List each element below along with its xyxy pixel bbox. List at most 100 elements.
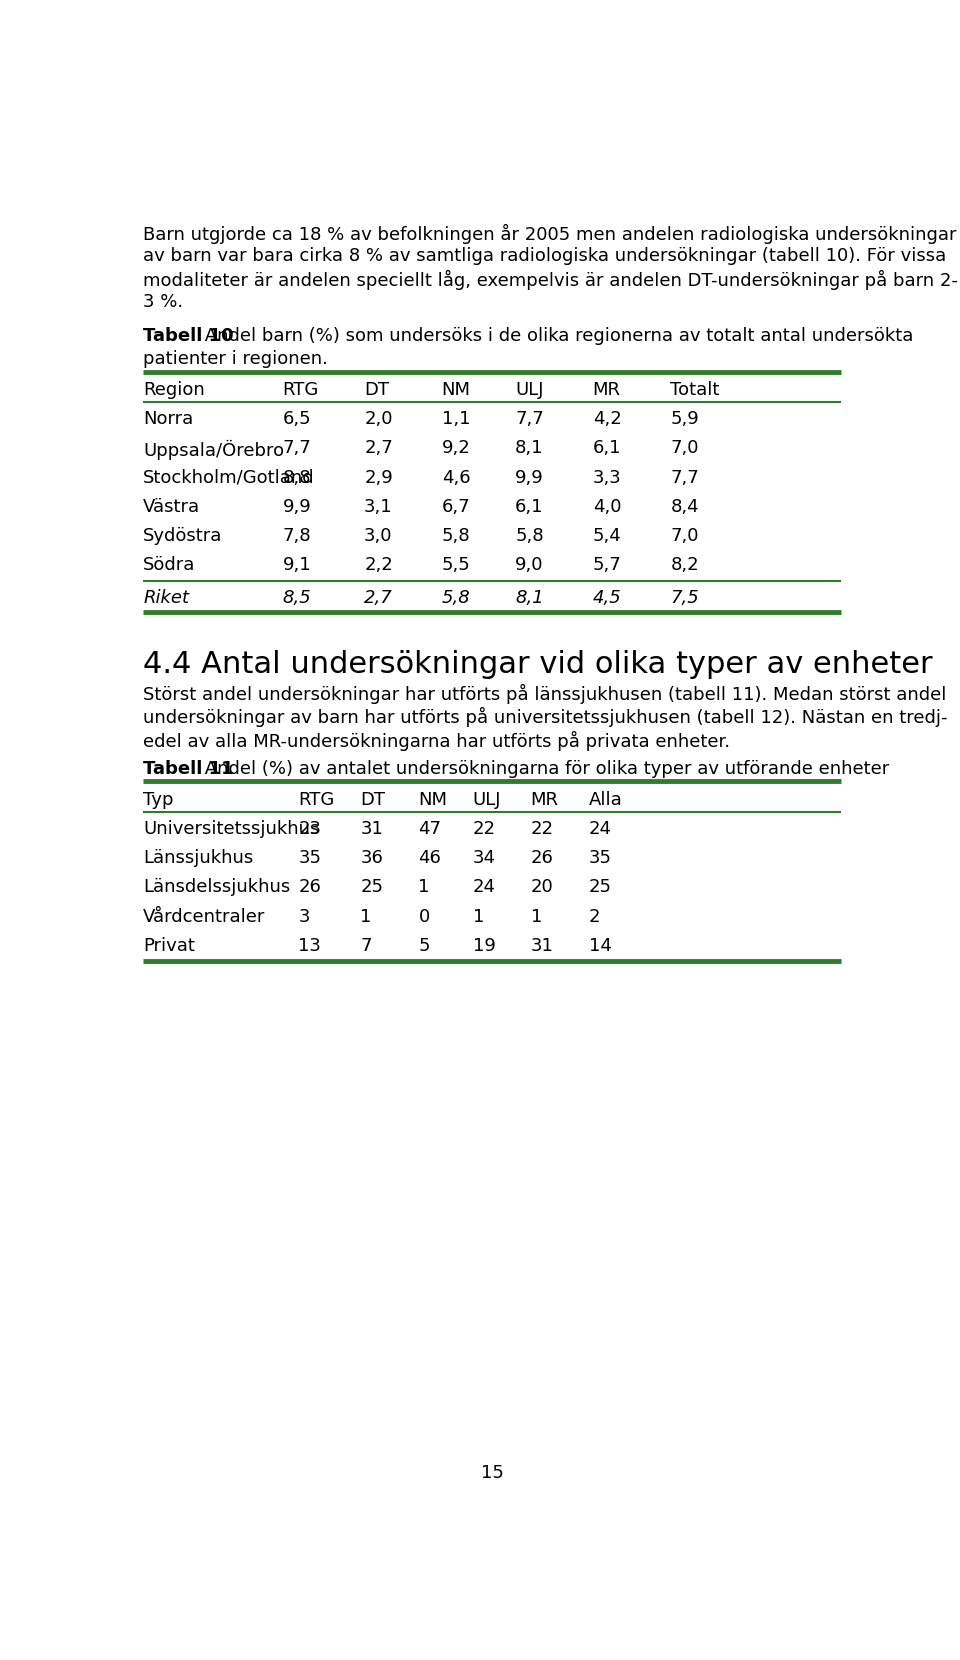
Text: Vårdcentraler: Vårdcentraler — [143, 908, 266, 926]
Text: Länsdelssjukhus: Länsdelssjukhus — [143, 878, 291, 896]
Text: Andel barn (%) som undersöks i de olika regionerna av totalt antal undersökta: Andel barn (%) som undersöks i de olika … — [199, 327, 913, 345]
Text: 5,8: 5,8 — [516, 528, 544, 544]
Text: undersökningar av barn har utförts på universitetssjukhusen (tabell 12). Nästan : undersökningar av barn har utförts på un… — [143, 707, 948, 727]
Text: Västra: Västra — [143, 498, 201, 516]
Text: 5,8: 5,8 — [442, 589, 470, 608]
Text: NM: NM — [442, 380, 470, 398]
Text: patienter i regionen.: patienter i regionen. — [143, 350, 328, 369]
Text: 2: 2 — [588, 908, 600, 926]
Text: Störst andel undersökningar har utförts på länssjukhusen (tabell 11). Medan stör: Störst andel undersökningar har utförts … — [143, 684, 947, 704]
Text: RTG: RTG — [283, 380, 319, 398]
Text: 7,7: 7,7 — [670, 468, 699, 486]
Text: 15: 15 — [481, 1464, 503, 1481]
Text: 8,8: 8,8 — [283, 468, 311, 486]
Text: 34: 34 — [472, 848, 495, 867]
Text: 31: 31 — [531, 936, 554, 954]
Text: av barn var bara cirka 8 % av samtliga radiologiska undersökningar (tabell 10). : av barn var bara cirka 8 % av samtliga r… — [143, 247, 947, 266]
Text: 7,0: 7,0 — [670, 528, 699, 544]
Text: Tabell 10: Tabell 10 — [143, 327, 234, 345]
Text: 5,7: 5,7 — [592, 556, 621, 574]
Text: 25: 25 — [360, 878, 383, 896]
Text: 2,2: 2,2 — [364, 556, 393, 574]
Text: NM: NM — [419, 790, 447, 808]
Text: 9,0: 9,0 — [516, 556, 543, 574]
Text: 4.4 Antal undersökningar vid olika typer av enheter: 4.4 Antal undersökningar vid olika typer… — [143, 651, 933, 679]
Text: 6,1: 6,1 — [516, 498, 543, 516]
Text: 1: 1 — [472, 908, 484, 926]
Text: 1: 1 — [360, 908, 372, 926]
Text: Stockholm/Gotland: Stockholm/Gotland — [143, 468, 315, 486]
Text: edel av alla MR-undersökningarna har utförts på privata enheter.: edel av alla MR-undersökningarna har utf… — [143, 730, 731, 750]
Text: MR: MR — [531, 790, 559, 808]
Text: 3,1: 3,1 — [364, 498, 393, 516]
Text: Södra: Södra — [143, 556, 196, 574]
Text: 8,5: 8,5 — [283, 589, 311, 608]
Text: ULJ: ULJ — [472, 790, 501, 808]
Text: 5,5: 5,5 — [442, 556, 470, 574]
Text: Universitetssjukhus: Universitetssjukhus — [143, 820, 320, 838]
Text: Sydöstra: Sydöstra — [143, 528, 223, 544]
Text: 22: 22 — [472, 820, 495, 838]
Text: 14: 14 — [588, 936, 612, 954]
Text: 8,4: 8,4 — [670, 498, 699, 516]
Text: Andel (%) av antalet undersökningarna för olika typer av utförande enheter: Andel (%) av antalet undersökningarna fö… — [199, 760, 889, 779]
Text: 9,1: 9,1 — [283, 556, 311, 574]
Text: 24: 24 — [588, 820, 612, 838]
Text: 1: 1 — [531, 908, 542, 926]
Text: 26: 26 — [531, 848, 554, 867]
Text: 7,8: 7,8 — [283, 528, 311, 544]
Text: Totalt: Totalt — [670, 380, 720, 398]
Text: Norra: Norra — [143, 410, 194, 428]
Text: 6,1: 6,1 — [592, 440, 621, 458]
Text: 3,0: 3,0 — [364, 528, 393, 544]
Text: 9,9: 9,9 — [283, 498, 311, 516]
Text: 7: 7 — [360, 936, 372, 954]
Text: 2,9: 2,9 — [364, 468, 393, 486]
Text: 35: 35 — [299, 848, 322, 867]
Text: Uppsala/Örebro: Uppsala/Örebro — [143, 440, 284, 460]
Text: RTG: RTG — [299, 790, 334, 808]
Text: Tabell 11: Tabell 11 — [143, 760, 234, 779]
Text: 2,7: 2,7 — [364, 440, 393, 458]
Text: 19: 19 — [472, 936, 495, 954]
Text: modaliteter är andelen speciellt låg, exempelvis är andelen DT-undersökningar på: modaliteter är andelen speciellt låg, ex… — [143, 271, 958, 290]
Text: DT: DT — [364, 380, 389, 398]
Text: 3: 3 — [299, 908, 310, 926]
Text: 7,5: 7,5 — [670, 589, 699, 608]
Text: 5,8: 5,8 — [442, 528, 470, 544]
Text: ULJ: ULJ — [516, 380, 543, 398]
Text: 0: 0 — [419, 908, 430, 926]
Text: 9,9: 9,9 — [516, 468, 544, 486]
Text: 5,4: 5,4 — [592, 528, 621, 544]
Text: 7,0: 7,0 — [670, 440, 699, 458]
Text: 7,7: 7,7 — [283, 440, 311, 458]
Text: 46: 46 — [419, 848, 442, 867]
Text: 4,0: 4,0 — [592, 498, 621, 516]
Text: Riket: Riket — [143, 589, 189, 608]
Text: 4,6: 4,6 — [442, 468, 470, 486]
Text: MR: MR — [592, 380, 621, 398]
Text: Privat: Privat — [143, 936, 195, 954]
Text: 5,9: 5,9 — [670, 410, 699, 428]
Text: Typ: Typ — [143, 790, 174, 808]
Text: 5: 5 — [419, 936, 430, 954]
Text: 8,1: 8,1 — [516, 440, 543, 458]
Text: 36: 36 — [360, 848, 383, 867]
Text: 3 %.: 3 %. — [143, 294, 183, 310]
Text: 4,5: 4,5 — [592, 589, 621, 608]
Text: 8,1: 8,1 — [516, 589, 544, 608]
Text: 4,2: 4,2 — [592, 410, 621, 428]
Text: 22: 22 — [531, 820, 554, 838]
Text: 2,0: 2,0 — [364, 410, 393, 428]
Text: 1,1: 1,1 — [442, 410, 470, 428]
Text: 25: 25 — [588, 878, 612, 896]
Text: 2,7: 2,7 — [364, 589, 393, 608]
Text: 3,3: 3,3 — [592, 468, 621, 486]
Text: 35: 35 — [588, 848, 612, 867]
Text: 8,2: 8,2 — [670, 556, 699, 574]
Text: 9,2: 9,2 — [442, 440, 470, 458]
Text: 31: 31 — [360, 820, 383, 838]
Text: 47: 47 — [419, 820, 442, 838]
Text: 24: 24 — [472, 878, 495, 896]
Text: 7,7: 7,7 — [516, 410, 544, 428]
